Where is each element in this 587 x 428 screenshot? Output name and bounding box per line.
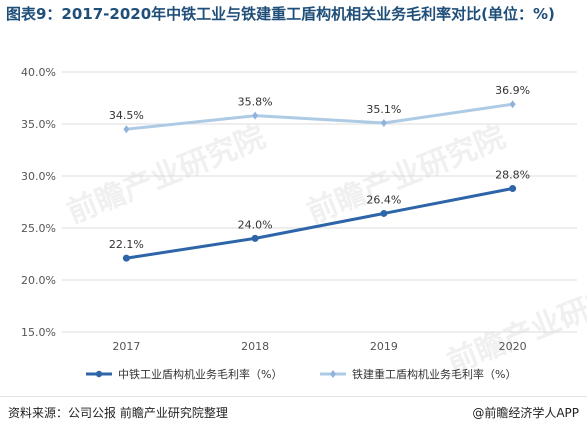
data-point: [509, 184, 517, 192]
series-line-1: [126, 102, 513, 131]
y-tick-label: 25.0%: [21, 222, 56, 235]
y-tick-label: 15.0%: [21, 326, 56, 339]
legend-marker: [95, 370, 103, 378]
brand-credit: @前瞻经济学人APP: [472, 406, 579, 420]
data-point: [122, 254, 130, 262]
data-label: 34.5%: [109, 109, 144, 122]
data-point: [252, 111, 259, 120]
data-label: 26.4%: [366, 193, 401, 206]
y-tick-label: 20.0%: [21, 274, 56, 287]
data-point: [380, 209, 388, 217]
x-tick-label: 2019: [370, 340, 398, 353]
series-line-0: [126, 187, 513, 260]
footer-divider: [0, 396, 587, 397]
data-point: [509, 100, 516, 109]
line-chart: 15.0% 20.0% 25.0% 30.0% 35.0% 40.0% 2017 2018 20…: [21, 66, 577, 381]
x-tick-label: 2018: [241, 340, 269, 353]
data-label: 35.8%: [238, 96, 273, 109]
data-label: 22.1%: [109, 238, 144, 251]
data-label: 35.1%: [366, 103, 401, 116]
legend-label: 中铁工业盾构机业务毛利率（%）: [118, 367, 282, 381]
legend-label: 铁建重工盾构机业务毛利率（%）: [352, 367, 516, 381]
data-point: [251, 234, 259, 242]
data-label: 36.9%: [495, 84, 530, 97]
data-point: [380, 118, 387, 127]
x-tick-label: 2017: [112, 340, 140, 353]
data-point: [123, 125, 130, 134]
y-tick-label: 30.0%: [21, 170, 56, 183]
chart-title: 图表9：2017-2020年中铁工业与铁建重工盾构机相关业务毛利率对比(单位：%…: [6, 5, 555, 23]
data-label: 28.8%: [495, 168, 530, 181]
y-tick-label: 35.0%: [21, 118, 56, 131]
legend-marker: [330, 370, 336, 378]
source-note: 资料来源：公司公报 前瞻产业研究院整理: [8, 406, 228, 420]
x-tick-label: 2020: [499, 340, 527, 353]
y-tick-label: 40.0%: [21, 66, 56, 79]
data-label: 24.0%: [238, 218, 273, 231]
